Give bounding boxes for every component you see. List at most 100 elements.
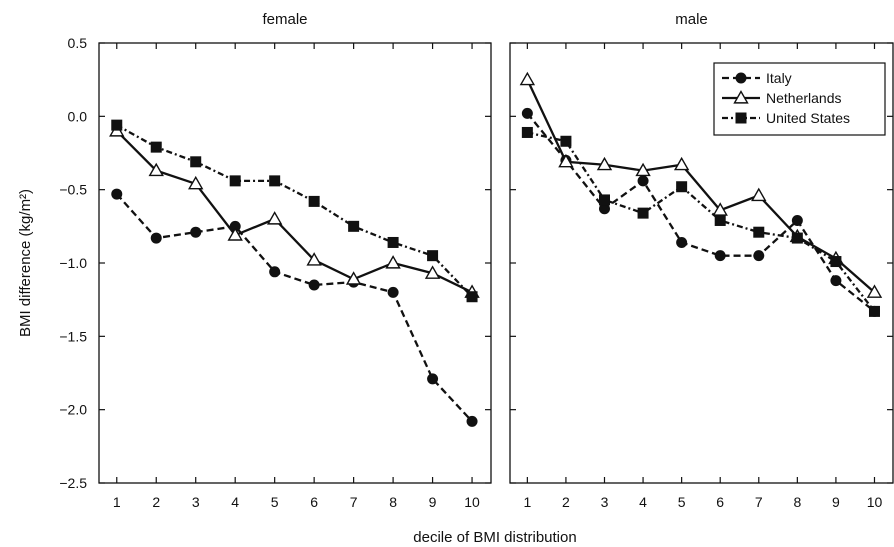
data-point [830,275,842,287]
data-point [308,195,320,207]
legend-label: Netherlands [766,90,842,106]
data-point [830,256,842,268]
y-tick-label: −1.5 [59,328,87,344]
x-tick-label: 2 [562,494,570,510]
x-tick-label: 2 [152,494,160,510]
data-point [348,220,360,232]
data-point [269,175,281,187]
x-tick-label: 5 [678,494,686,510]
series-line [527,131,876,313]
data-point [558,153,574,168]
data-point [427,250,439,262]
data-point [111,119,123,131]
data-point [676,236,688,248]
panel-female: female 0.5 0.0 −0.5 −1.0 −1.5 −2.0 −2.5 1 2 3 4 5 6 7 8… [59,11,492,510]
series-line [115,193,473,423]
data-point [791,232,803,244]
data-point [111,188,123,200]
series-line [115,130,473,294]
legend-item: Italy [722,70,792,86]
y-axis-label: BMI difference (kg/m²) [17,189,34,337]
data-point [190,226,202,238]
data-point [190,156,202,168]
series-italy [521,107,880,317]
data-point [598,194,610,206]
data-point [188,175,204,190]
legend-item: Netherlands [722,90,842,106]
data-point [229,175,241,187]
data-point [521,126,533,138]
data-point [714,250,726,262]
x-tick-label: 8 [389,494,397,510]
legend-label: United States [766,110,850,126]
data-point [148,162,164,177]
legend-marker [735,112,747,124]
data-point [637,175,649,187]
data-point [387,286,399,298]
y-tick-label: −0.5 [59,182,87,198]
x-tick-label: 6 [716,494,724,510]
data-point [466,291,478,303]
plot-frame [98,42,492,484]
data-point [466,415,478,427]
legend-item: United States [722,110,850,126]
panel-male: male 1 2 3 4 5 6 7 8 9 10 Italy Netherlands United St… [509,11,894,510]
x-tick-label: 9 [832,494,840,510]
data-point [635,162,651,177]
legend: Italy Netherlands United States [713,62,886,136]
data-point [637,207,649,219]
legend-label: Italy [766,70,792,86]
data-point [345,271,362,285]
data-point [866,284,883,298]
series-line [116,124,473,298]
x-tick-label: 1 [523,494,531,510]
x-tick-label: 6 [310,494,318,510]
y-tick-label: −2.5 [59,475,87,491]
data-point [751,187,767,202]
data-point [753,250,765,262]
data-point [269,266,281,278]
data-point [229,220,241,232]
series-united-states [521,126,880,317]
panel-title: male [675,11,708,28]
data-point [387,236,399,248]
data-point [791,214,803,226]
data-point [150,232,162,244]
x-tick-label: 5 [271,494,279,510]
x-tick-label: 4 [231,494,239,510]
data-point [560,135,572,147]
data-point [753,226,765,238]
x-tick-label: 8 [793,494,801,510]
data-point [521,107,533,119]
data-point [598,203,610,215]
x-tick-label: 10 [867,494,883,510]
data-point [427,373,439,385]
x-tick-label: 7 [755,494,763,510]
data-point [385,255,401,269]
data-point [306,252,322,266]
x-tick-label: 4 [639,494,647,510]
y-tick-label: 0.5 [68,35,88,51]
x-tick-label: 7 [350,494,358,510]
data-point [519,71,536,86]
legend-marker [733,90,749,104]
series-line [526,112,876,313]
y-tick-label: −2.0 [59,402,87,418]
data-point [596,156,613,171]
x-tick-label: 1 [113,494,121,510]
y-tick-label: −1.0 [59,255,87,271]
legend-marker [735,72,747,84]
x-tick-label: 9 [429,494,437,510]
data-point [673,156,690,171]
data-point [266,211,283,225]
x-tick-label: 10 [464,494,480,510]
data-point [714,214,726,226]
data-point [227,227,243,241]
data-point [868,305,880,317]
data-point [676,181,688,193]
series-united-states [111,119,478,303]
data-point [424,265,441,279]
x-tick-label: 3 [601,494,609,510]
series-line [526,79,876,294]
